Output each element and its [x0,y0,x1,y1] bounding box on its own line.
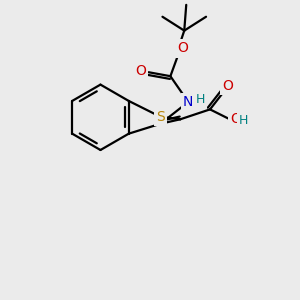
Text: O: O [177,41,188,56]
Text: S: S [156,110,165,124]
Text: N: N [183,95,194,109]
Text: O: O [135,64,146,78]
Text: O: O [222,79,233,93]
Text: H: H [239,114,248,127]
Text: O: O [230,112,241,126]
Text: H: H [195,94,205,106]
